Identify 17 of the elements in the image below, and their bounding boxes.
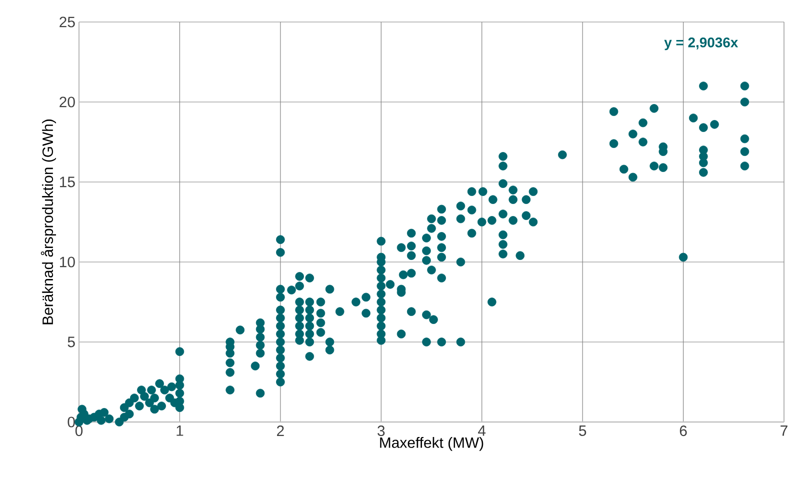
x-axis-title: Maxeffekt (MW) [380, 436, 484, 451]
y-tick-label: 5 [68, 336, 75, 348]
y-tick-label: 0 [68, 416, 75, 428]
x-tick-label: 5 [579, 426, 586, 436]
x-tick-label: 2 [277, 426, 284, 436]
x-tick-label: 1 [176, 426, 184, 436]
x-tick-label: 0 [75, 426, 83, 436]
y-tick-label: 20 [60, 96, 75, 108]
y-tick-label: 15 [60, 176, 75, 188]
x-tick-label: 7 [780, 426, 788, 436]
y-tick-label: 25 [60, 16, 75, 28]
y-tick-label: 10 [60, 256, 75, 268]
x-tick-label: 3 [378, 426, 385, 436]
annotation: y = 2,9036x [664, 38, 738, 50]
x-tick-label: 6 [680, 426, 687, 436]
x-tick-label: 4 [478, 426, 486, 436]
y-axis-title: Beräknad årsproduktion (GWh) [40, 120, 56, 324]
